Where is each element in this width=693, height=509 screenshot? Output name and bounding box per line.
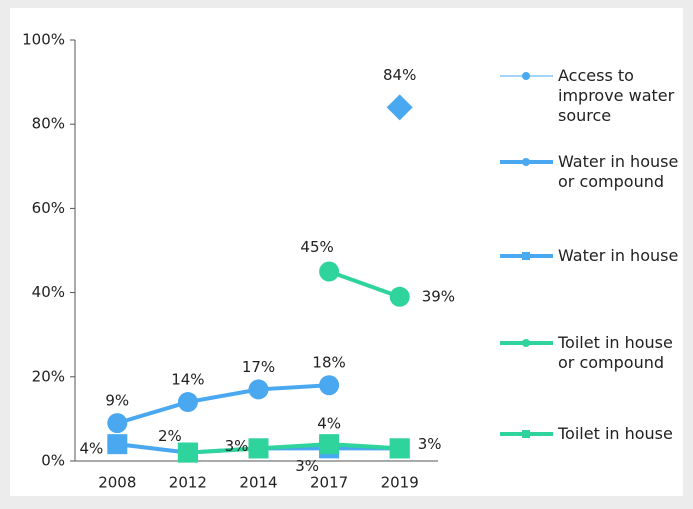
- legend-swatch-marker: [522, 339, 530, 347]
- legend-swatch-marker: [522, 72, 530, 80]
- y-tick-label: 100%: [22, 31, 65, 49]
- x-tick-label: 2012: [169, 474, 207, 492]
- data-label: 9%: [105, 392, 129, 410]
- legend-label: Access to improve water source: [558, 66, 675, 125]
- legend-label: Water in house or compound: [558, 152, 679, 191]
- y-tick-label: 20%: [32, 367, 65, 385]
- series-line: [328, 269, 401, 299]
- data-point: [248, 438, 269, 459]
- data-point: [386, 94, 413, 121]
- data-label: 4%: [317, 415, 341, 433]
- data-label: 18%: [312, 354, 345, 372]
- y-tick-label: 40%: [32, 283, 65, 301]
- x-tick-label: 2019: [381, 474, 419, 492]
- data-label: 3%: [418, 435, 442, 453]
- data-point: [248, 379, 269, 400]
- data-label: 39%: [422, 287, 455, 305]
- y-tick-label: 80%: [32, 115, 65, 133]
- data-label: 2%: [158, 427, 182, 445]
- series-line: [187, 442, 400, 455]
- x-tick-label: 2008: [98, 474, 136, 492]
- legend-label: Water in house: [558, 246, 679, 265]
- data-label: 3%: [295, 457, 319, 475]
- y-tick-label: 0%: [41, 452, 65, 470]
- legend-label: Toilet in house or compound: [558, 333, 673, 372]
- data-point: [319, 261, 340, 282]
- data-label: 14%: [171, 371, 204, 389]
- data-point: [107, 413, 128, 434]
- data-label: 45%: [300, 238, 333, 256]
- x-tick-label: 2017: [310, 474, 348, 492]
- legend-swatch-marker: [522, 158, 530, 166]
- y-tick-label: 60%: [32, 199, 65, 217]
- legend-swatch-marker: [522, 252, 530, 260]
- data-label: 4%: [80, 440, 104, 458]
- data-point: [177, 392, 198, 413]
- data-point: [177, 442, 198, 463]
- data-point: [319, 375, 340, 396]
- series-line: [116, 383, 330, 426]
- data-label: 3%: [225, 437, 249, 455]
- data-label: 84%: [383, 66, 416, 84]
- data-point: [389, 286, 410, 307]
- data-point: [107, 434, 128, 455]
- data-point: [389, 438, 410, 459]
- legend-label: Toilet in house: [558, 424, 673, 443]
- x-tick-label: 2014: [239, 474, 277, 492]
- legend-swatch-marker: [522, 430, 530, 438]
- data-point: [319, 434, 340, 455]
- data-label: 17%: [242, 358, 275, 376]
